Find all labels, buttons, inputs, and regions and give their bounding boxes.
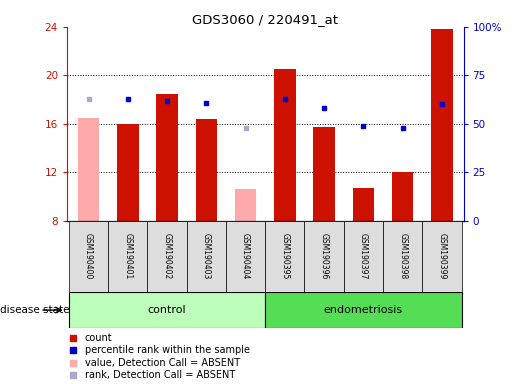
Text: GSM190403: GSM190403 bbox=[202, 233, 211, 280]
Bar bbox=[422, 221, 461, 292]
Bar bbox=[69, 292, 265, 328]
Text: disease state: disease state bbox=[0, 305, 70, 315]
Text: GSM190401: GSM190401 bbox=[123, 233, 132, 280]
Bar bbox=[156, 94, 178, 221]
Bar bbox=[117, 124, 139, 221]
Bar bbox=[392, 172, 414, 221]
Bar bbox=[226, 221, 265, 292]
Bar bbox=[431, 29, 453, 221]
Bar bbox=[196, 119, 217, 221]
Text: percentile rank within the sample: percentile rank within the sample bbox=[85, 345, 250, 355]
Text: value, Detection Call = ABSENT: value, Detection Call = ABSENT bbox=[85, 358, 240, 367]
Title: GDS3060 / 220491_at: GDS3060 / 220491_at bbox=[192, 13, 338, 26]
Text: GSM190398: GSM190398 bbox=[398, 233, 407, 280]
Bar bbox=[78, 118, 99, 221]
Bar bbox=[235, 189, 256, 221]
Bar bbox=[313, 127, 335, 221]
Text: GSM190396: GSM190396 bbox=[320, 233, 329, 280]
Text: GSM190399: GSM190399 bbox=[437, 233, 447, 280]
Text: GSM190397: GSM190397 bbox=[359, 233, 368, 280]
Text: GSM190395: GSM190395 bbox=[280, 233, 289, 280]
Bar bbox=[274, 69, 296, 221]
Bar bbox=[265, 292, 461, 328]
Bar bbox=[304, 221, 344, 292]
Text: count: count bbox=[85, 333, 112, 343]
Bar bbox=[383, 221, 422, 292]
Bar bbox=[108, 221, 147, 292]
Bar bbox=[187, 221, 226, 292]
Text: GSM190400: GSM190400 bbox=[84, 233, 93, 280]
Text: endometriosis: endometriosis bbox=[324, 305, 403, 315]
Bar bbox=[353, 188, 374, 221]
Bar bbox=[69, 221, 108, 292]
Bar bbox=[147, 221, 187, 292]
Text: rank, Detection Call = ABSENT: rank, Detection Call = ABSENT bbox=[85, 370, 235, 380]
Bar bbox=[265, 221, 304, 292]
Bar bbox=[344, 221, 383, 292]
Text: GSM190404: GSM190404 bbox=[241, 233, 250, 280]
Text: control: control bbox=[148, 305, 186, 315]
Text: GSM190402: GSM190402 bbox=[163, 233, 171, 280]
